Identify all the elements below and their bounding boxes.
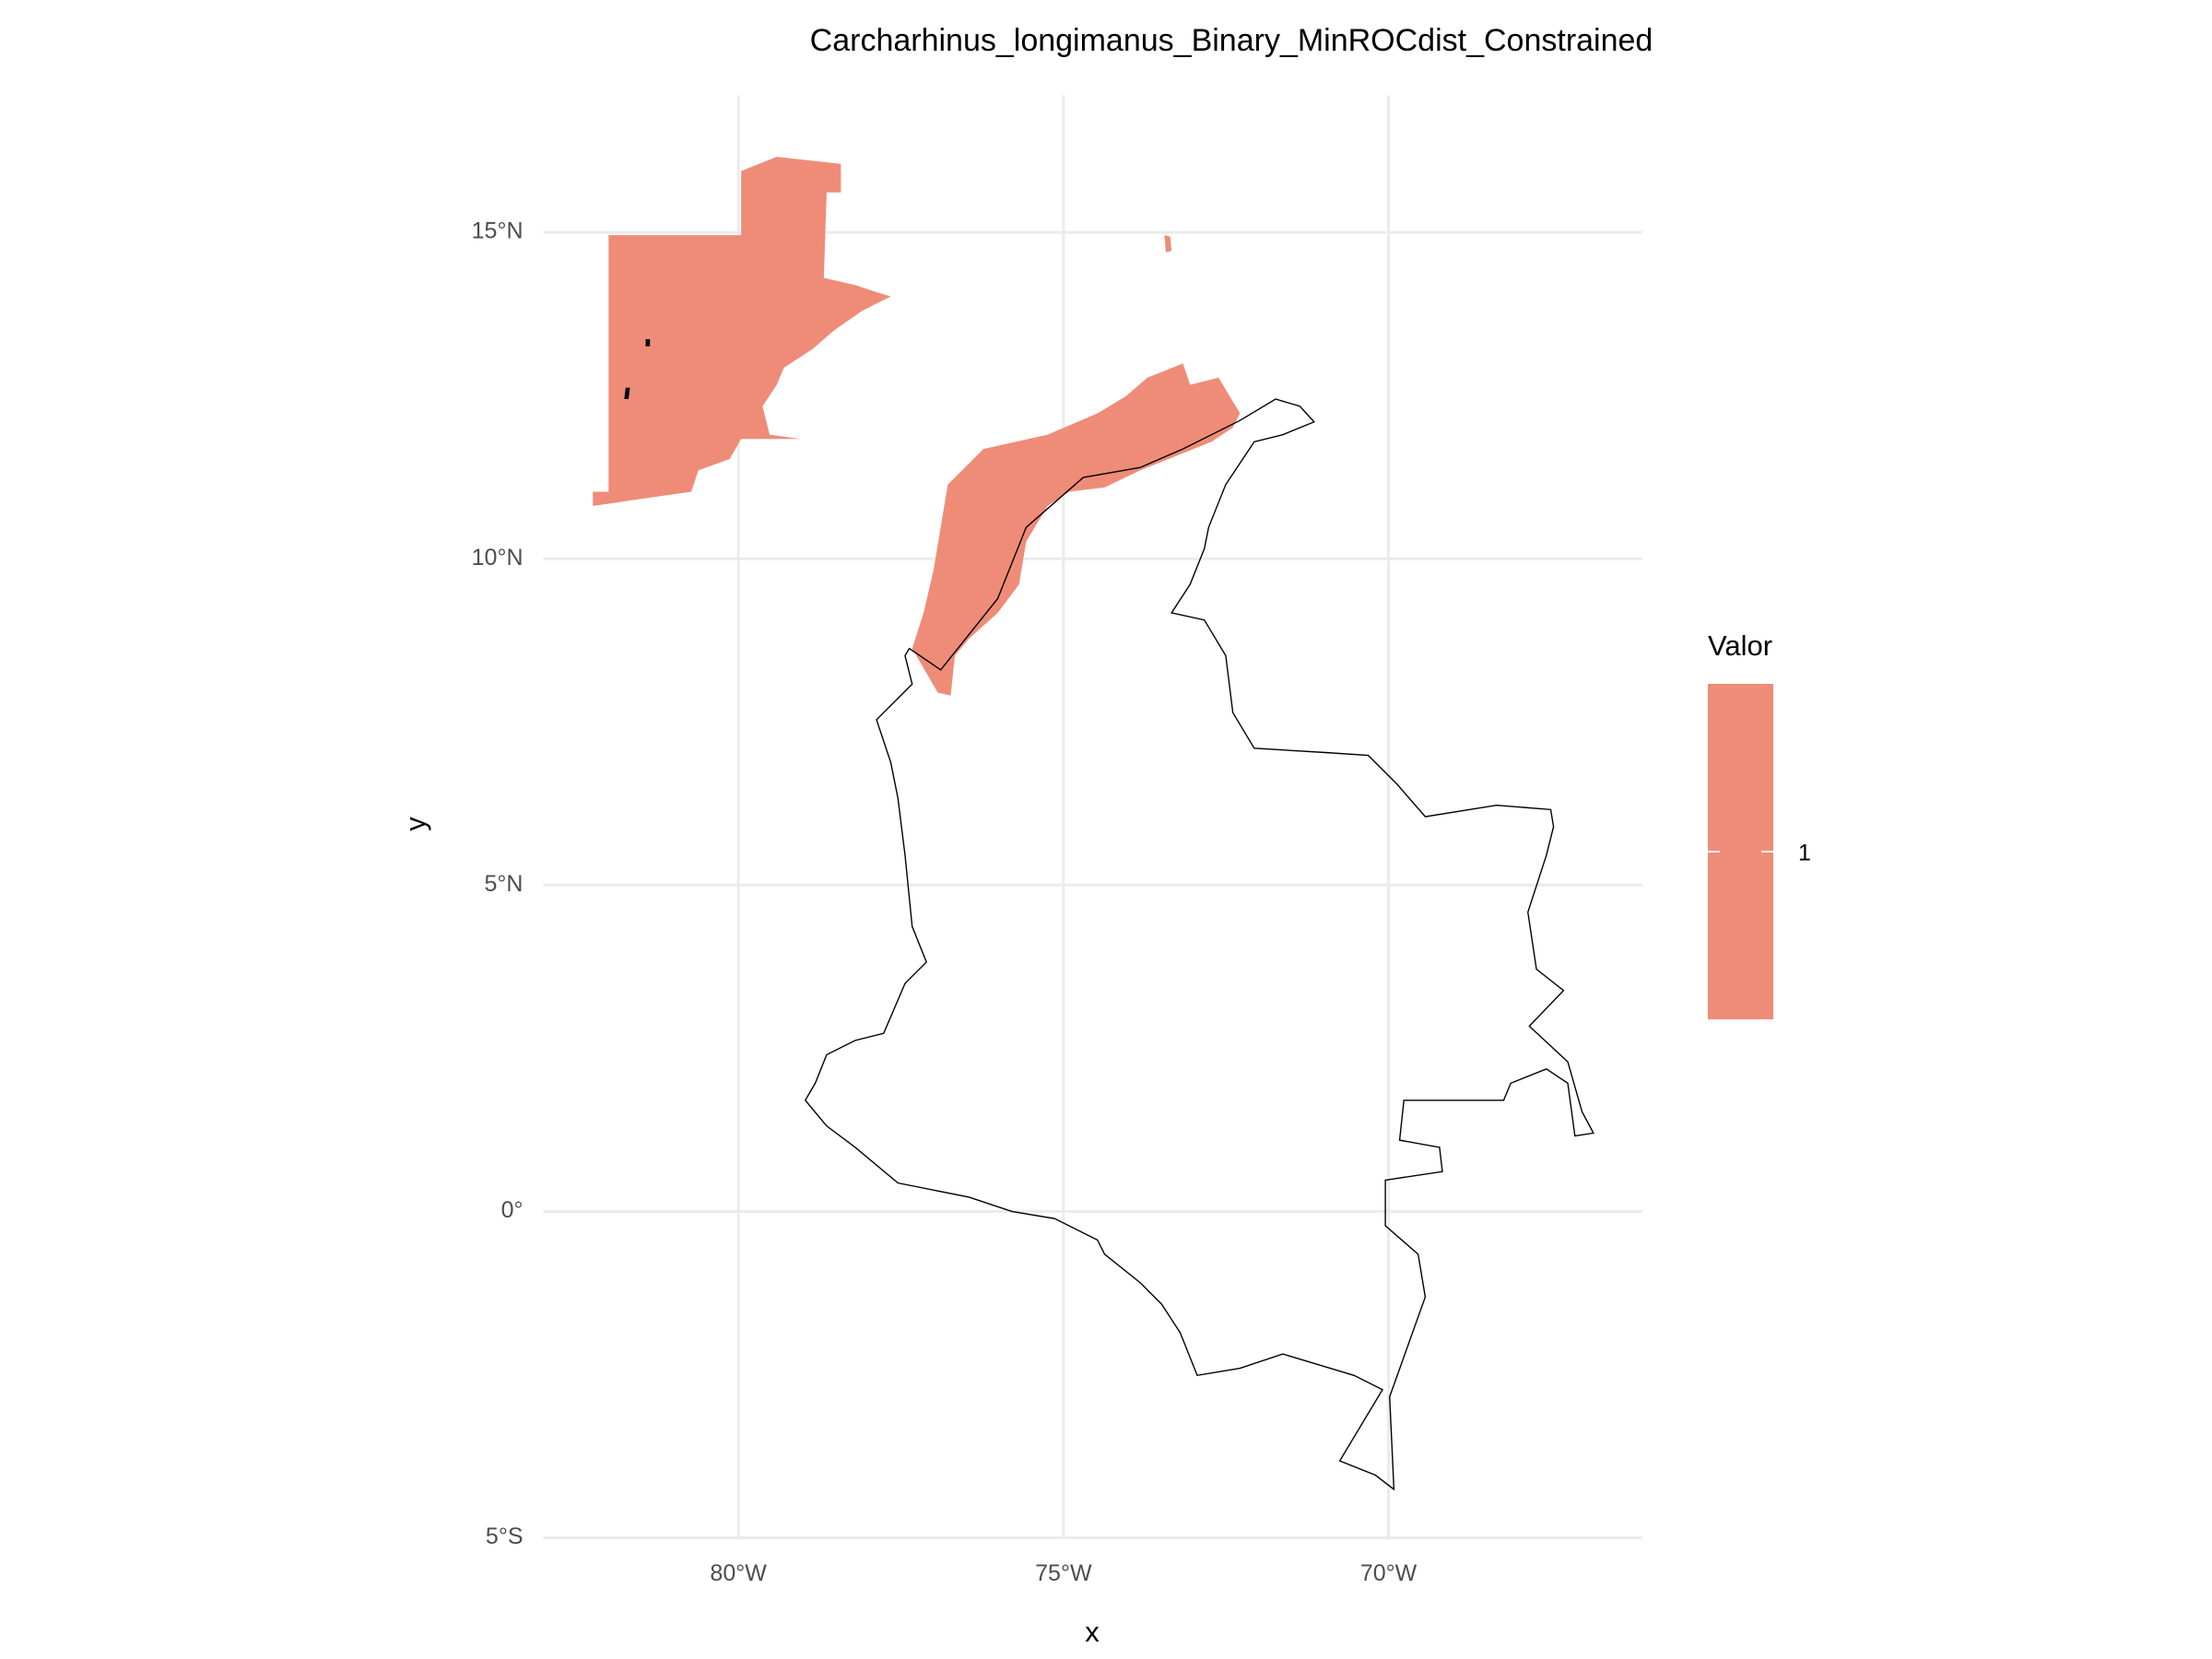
presence-area [912, 363, 1241, 696]
presence-area [1164, 235, 1172, 253]
x-tick-label: 75°W [1035, 1560, 1092, 1586]
legend-title: Valor [1708, 629, 1772, 662]
y-axis-title: y [399, 817, 431, 831]
map-shapes [593, 157, 1594, 1491]
y-tick-label: 15°N [472, 218, 524, 244]
x-tick-label: 70°W [1360, 1560, 1418, 1586]
x-axis-title: x [1085, 1616, 1100, 1648]
y-tick-label: 5°N [485, 871, 524, 897]
chart-title: Carcharhinus_longimanus_Binary_MinROCdis… [810, 23, 1653, 58]
presence-area [593, 157, 891, 506]
y-tick-label: 5°S [486, 1524, 524, 1549]
island [624, 339, 651, 399]
y-tick-label: 10°N [472, 545, 524, 571]
legend-label: 1 [1798, 841, 1811, 866]
y-tick-label: 0° [501, 1197, 524, 1223]
country-outline [804, 398, 1594, 1491]
x-tick-label: 80°W [710, 1560, 767, 1586]
grid [543, 95, 1642, 1539]
